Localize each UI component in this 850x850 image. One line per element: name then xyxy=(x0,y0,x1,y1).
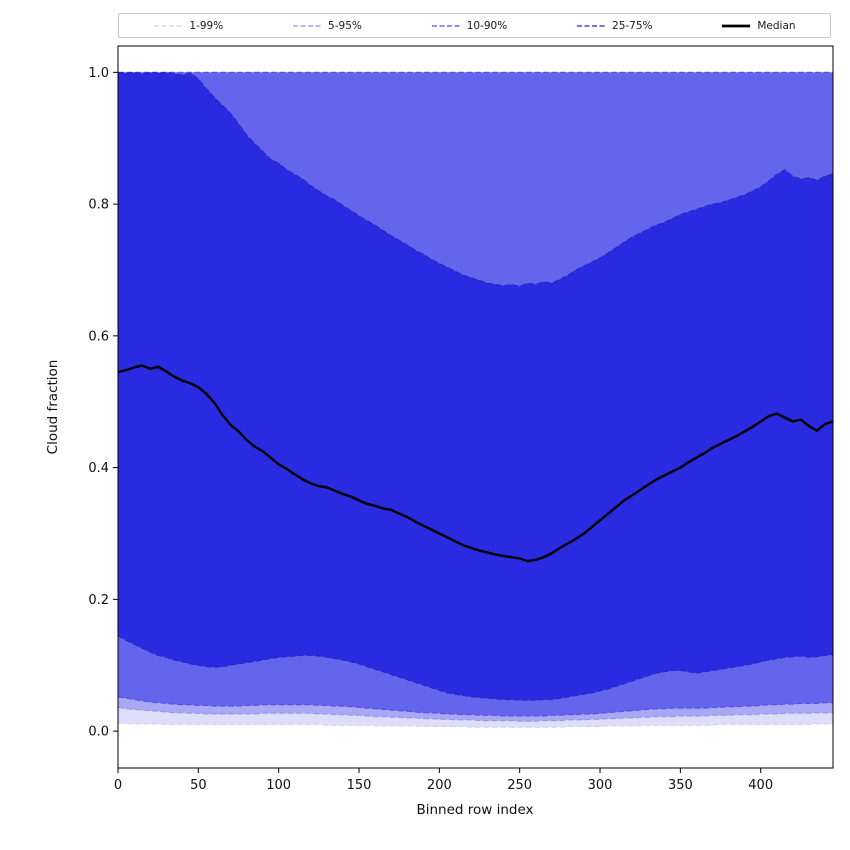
percentile-line-p01 xyxy=(118,722,833,728)
legend-item-10-90-: 10-90% xyxy=(431,19,508,32)
x-tick-label: 200 xyxy=(427,778,452,793)
axes-box xyxy=(117,45,834,769)
legend-item-median: Median xyxy=(721,19,796,32)
legend-item-label: 5-95% xyxy=(328,19,362,32)
legend-item-label: 1-99% xyxy=(189,19,224,32)
legend-item-1-99-: 1-99% xyxy=(153,20,223,32)
y-tick-label: 1.0 xyxy=(88,66,109,81)
y-tick-label: 0.2 xyxy=(88,593,109,608)
legend-item-label: Median xyxy=(757,19,796,32)
y-tick-label: 0.8 xyxy=(88,198,109,213)
x-tick-label: 250 xyxy=(507,778,532,793)
x-tick-label: 0 xyxy=(114,778,122,793)
y-tick-label: 0.6 xyxy=(88,329,109,344)
legend-line-icon xyxy=(577,24,606,27)
percentile-line-p75 xyxy=(118,71,833,287)
legend-item-label: 25-75% xyxy=(612,19,653,32)
percentile-line-p10 xyxy=(118,696,833,717)
x-axis-label: Binned row index xyxy=(416,802,533,818)
percentile-line-p25 xyxy=(118,635,833,701)
y-tick-label: 0.0 xyxy=(88,725,109,740)
x-tick-label: 400 xyxy=(748,778,773,793)
y-tick-label: 0.4 xyxy=(88,461,109,476)
y-axis-label: Cloud fraction xyxy=(45,360,61,455)
legend-line-icon xyxy=(154,24,183,27)
x-tick-label: 150 xyxy=(347,778,372,793)
median-line xyxy=(118,364,833,563)
legend-item-25-75-: 25-75% xyxy=(576,20,653,32)
legend-item-label: 10-90% xyxy=(466,19,508,32)
legend-line-icon xyxy=(722,24,751,27)
x-tick-label: 350 xyxy=(668,778,693,793)
legend-line-icon xyxy=(293,24,322,27)
percentile-line-p05 xyxy=(118,706,833,722)
legend-line-icon xyxy=(431,24,460,27)
legend-item-5-95-: 5-95% xyxy=(292,20,362,32)
x-tick-label: 300 xyxy=(588,778,613,793)
band-fill-p25-p75 xyxy=(118,72,833,701)
plot-area xyxy=(118,71,833,728)
x-tick-label: 100 xyxy=(266,778,291,793)
x-tick-label: 50 xyxy=(190,778,207,793)
legend: 1-99% 5-95% 10-90% 25-75% Median xyxy=(118,13,831,38)
